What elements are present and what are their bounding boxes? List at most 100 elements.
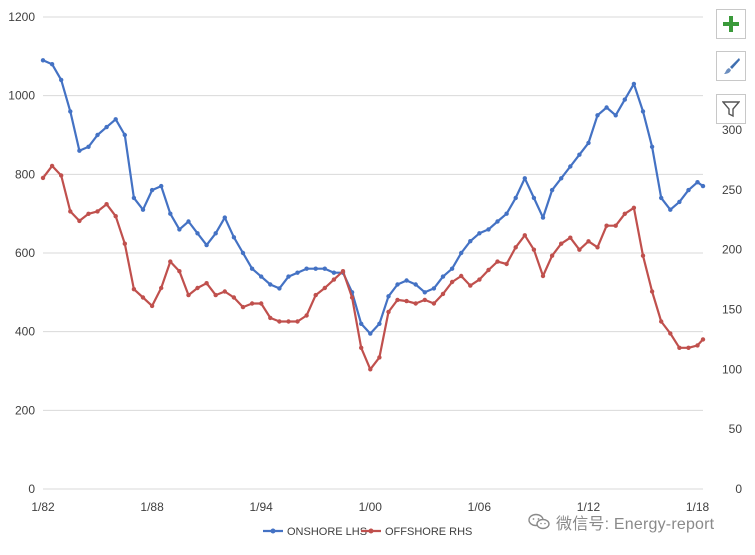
data-point [86, 144, 91, 149]
watermark-text: 微信号: Energy-report [556, 516, 715, 533]
data-point [413, 282, 418, 287]
data-point [631, 205, 637, 210]
series-layer [40, 58, 706, 372]
data-point [386, 309, 391, 315]
data-point [231, 295, 237, 300]
data-point [231, 235, 237, 240]
data-point [104, 202, 109, 207]
data-point [304, 313, 309, 318]
data-point [213, 292, 218, 298]
data-point [122, 132, 128, 138]
data-point [586, 239, 591, 244]
data-point [86, 211, 91, 216]
data-point [240, 304, 246, 310]
x-tick-label: 1/88 [140, 500, 164, 514]
series-offshore-rhs [40, 163, 706, 372]
wechat-icon [528, 513, 550, 530]
legend[interactable]: ONSHORE LHS OFFSHORE RHS [263, 526, 472, 538]
data-point [595, 245, 600, 250]
data-point [700, 183, 706, 189]
data-point [40, 175, 46, 181]
data-point [286, 319, 291, 324]
watermark: 微信号: Energy-report [528, 510, 714, 534]
data-point [149, 303, 155, 309]
data-point [659, 195, 664, 201]
legend-item[interactable]: ONSHORE LHS [263, 526, 367, 538]
data-point [495, 259, 500, 264]
data-point [404, 298, 409, 304]
data-point [249, 301, 255, 306]
y-left-tick-label: 1000 [8, 89, 35, 103]
data-point [549, 187, 555, 193]
data-point [449, 279, 455, 285]
data-point [77, 218, 82, 224]
data-point [459, 250, 464, 256]
legend-marker [368, 528, 374, 534]
y-right-tick-label: 50 [729, 422, 743, 436]
data-point [495, 219, 500, 224]
data-point [213, 231, 218, 236]
legend-marker [270, 528, 276, 534]
data-point [486, 267, 491, 273]
data-point [222, 215, 227, 220]
data-point [649, 289, 655, 294]
y-left-axis: 0 200 400 600 800 1000 1200 [8, 10, 35, 496]
data-point [168, 211, 173, 216]
data-point [286, 274, 291, 279]
y-left-tick-label: 0 [28, 482, 35, 496]
x-tick-label: 1/82 [31, 500, 55, 514]
data-point [668, 331, 673, 336]
data-point [77, 148, 82, 153]
data-point [395, 297, 400, 303]
data-point [295, 270, 300, 275]
data-point [640, 253, 646, 258]
data-point [468, 239, 473, 244]
data-point [177, 269, 182, 274]
data-point [322, 266, 327, 271]
y-right-tick-label: 100 [722, 362, 742, 376]
data-point [377, 355, 382, 360]
data-point [577, 247, 582, 252]
data-point [131, 195, 137, 201]
data-point [659, 319, 664, 324]
data-point [104, 124, 109, 130]
data-point [531, 247, 537, 252]
series-line [42, 59, 704, 335]
data-point [440, 291, 446, 297]
data-point [295, 319, 300, 324]
data-point [68, 209, 73, 214]
data-point [559, 176, 564, 181]
data-point [122, 241, 128, 246]
data-point [449, 266, 455, 271]
y-left-tick-label: 400 [15, 325, 35, 339]
chart-filters-button[interactable] [716, 94, 746, 124]
data-point [140, 207, 146, 212]
data-point [222, 289, 227, 294]
y-right-tick-label: 250 [722, 183, 742, 197]
data-point [59, 77, 64, 83]
chart-styles-button[interactable] [716, 51, 746, 81]
data-point [413, 301, 418, 306]
data-point [549, 253, 555, 258]
data-point [531, 195, 537, 201]
data-point [268, 282, 273, 287]
paintbrush-icon [724, 58, 740, 74]
add-chart-element-button[interactable] [716, 9, 746, 39]
data-point [195, 285, 200, 291]
data-point [668, 207, 673, 212]
data-point [68, 109, 73, 114]
data-point [159, 285, 164, 291]
data-point [131, 287, 137, 292]
y-right-tick-label: 300 [722, 123, 742, 137]
data-point [559, 241, 564, 246]
filter-icon [722, 101, 740, 118]
data-point [477, 231, 482, 236]
data-point [49, 61, 55, 67]
data-point [577, 152, 582, 157]
data-point [513, 245, 518, 250]
data-point [640, 109, 646, 114]
data-point [368, 331, 373, 336]
legend-item[interactable]: OFFSHORE RHS [361, 526, 472, 538]
data-point [240, 250, 246, 256]
data-point [186, 219, 191, 224]
